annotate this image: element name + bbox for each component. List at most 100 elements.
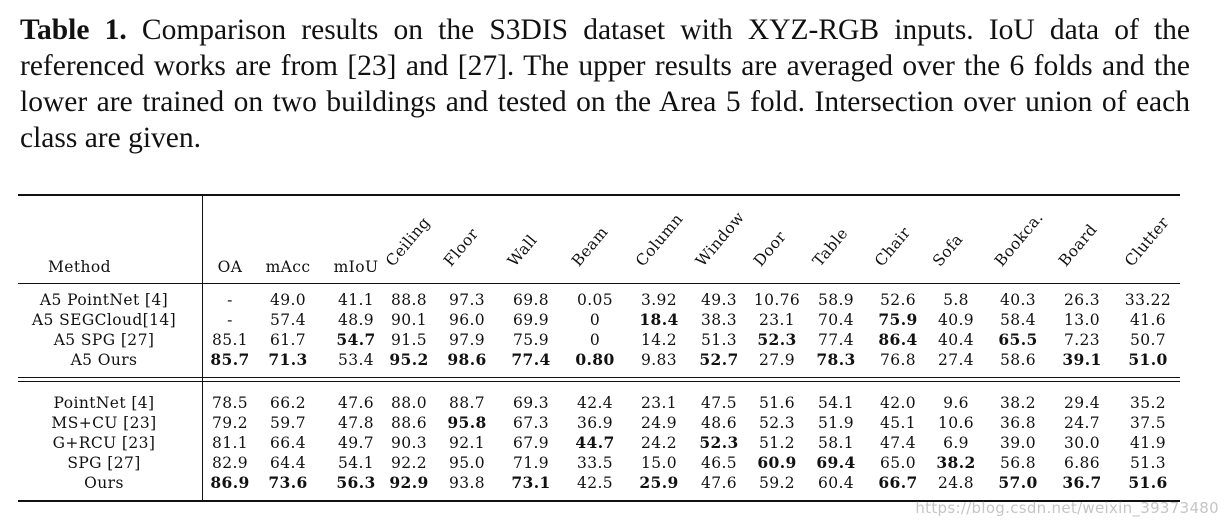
method-cell: Ours — [84, 474, 124, 492]
value-cell: 56.3 — [336, 473, 376, 492]
value-cell: 40.3 — [999, 291, 1037, 309]
value-cell: 59.7 — [269, 414, 307, 432]
value-cell: 86.4 — [878, 330, 918, 349]
value-cell: 71.3 — [268, 350, 308, 369]
value-cell: 51.3 — [1129, 454, 1167, 472]
value-cell: 49.7 — [337, 434, 375, 452]
class-column-header: Door — [750, 227, 790, 270]
caption-text: Comparison results on the S3DIS dataset … — [20, 14, 1190, 154]
value-cell: 90.1 — [390, 311, 428, 329]
value-cell: 3.92 — [640, 291, 678, 309]
value-cell: 7.23 — [1063, 331, 1101, 349]
value-cell: 97.9 — [448, 331, 486, 349]
value-cell: 51.6 — [758, 394, 796, 412]
value-cell: 23.1 — [758, 311, 796, 329]
value-cell: 66.2 — [269, 394, 307, 412]
value-cell: 51.3 — [700, 331, 738, 349]
value-cell: 44.7 — [575, 433, 615, 452]
column-header: mIoU — [333, 258, 379, 276]
value-cell: 39.0 — [999, 434, 1037, 452]
class-column-header: Column — [632, 210, 687, 270]
value-cell: 9.6 — [943, 394, 969, 412]
method-cell: A5 SPG [27] — [53, 331, 155, 349]
value-cell: 42.0 — [879, 394, 917, 412]
class-column-header: Sofa — [929, 230, 967, 270]
value-cell: 45.1 — [879, 414, 917, 432]
top-rule — [18, 194, 1180, 196]
value-cell: 75.9 — [512, 331, 550, 349]
value-cell: 13.0 — [1063, 311, 1101, 329]
value-cell: 6.9 — [943, 434, 969, 452]
value-cell: 58.9 — [817, 291, 855, 309]
value-cell: 51.6 — [1128, 473, 1168, 492]
value-cell: 27.4 — [937, 351, 975, 369]
value-cell: 61.7 — [269, 331, 307, 349]
value-cell: 75.9 — [878, 310, 918, 329]
value-cell: 54.1 — [817, 394, 855, 412]
header-rule — [18, 283, 1180, 284]
method-cell: A5 Ours — [70, 351, 138, 369]
value-cell: 51.9 — [817, 414, 855, 432]
value-cell: 27.9 — [758, 351, 796, 369]
value-cell: 49.3 — [700, 291, 738, 309]
value-cell: 77.4 — [817, 331, 855, 349]
value-cell: 37.5 — [1129, 414, 1167, 432]
class-column-header: Clutter — [1121, 213, 1173, 270]
group-rule-upper — [18, 377, 1180, 378]
value-cell: 42.5 — [576, 474, 614, 492]
class-column-header: Chair — [871, 223, 915, 270]
value-cell: 51.0 — [1128, 350, 1168, 369]
watermark: https://blog.csdn.net/weixin_39373480 — [915, 499, 1219, 517]
value-cell: 18.4 — [639, 310, 679, 329]
value-cell: 57.4 — [269, 311, 307, 329]
value-cell: 48.9 — [337, 311, 375, 329]
caption-label: Table 1. — [20, 14, 127, 46]
value-cell: 73.6 — [268, 473, 308, 492]
value-cell: 88.0 — [390, 394, 428, 412]
value-cell: 36.9 — [576, 414, 614, 432]
value-cell: 9.83 — [640, 351, 678, 369]
value-cell: 26.3 — [1063, 291, 1101, 309]
class-column-header: Board — [1055, 220, 1101, 270]
value-cell: 64.4 — [269, 454, 307, 472]
value-cell: 41.6 — [1129, 311, 1167, 329]
value-cell: 29.4 — [1063, 394, 1101, 412]
value-cell: 88.8 — [390, 291, 428, 309]
value-cell: 47.6 — [337, 394, 375, 412]
value-cell: 10.76 — [753, 291, 801, 309]
value-cell: - — [227, 291, 233, 309]
value-cell: 78.5 — [211, 394, 249, 412]
value-cell: 65.5 — [998, 330, 1038, 349]
value-cell: 85.7 — [210, 350, 250, 369]
value-cell: 38.2 — [936, 453, 976, 472]
method-cell: A5 SEGCloud[14] — [31, 311, 177, 329]
class-column-header: Bookca. — [991, 208, 1047, 270]
value-cell: 23.1 — [640, 394, 678, 412]
value-cell: 60.4 — [817, 474, 855, 492]
value-cell: 85.1 — [211, 331, 249, 349]
method-cell: G+RCU [23] — [52, 434, 156, 452]
value-cell: 88.7 — [448, 394, 486, 412]
value-cell: 50.7 — [1129, 331, 1167, 349]
value-cell: 38.2 — [999, 394, 1037, 412]
value-cell: 71.9 — [512, 454, 550, 472]
value-cell: 58.1 — [817, 434, 855, 452]
value-cell: 66.7 — [878, 473, 918, 492]
table-caption: Table 1. Comparison results on the S3DIS… — [20, 12, 1190, 156]
value-cell: 24.8 — [937, 474, 975, 492]
value-cell: 95.8 — [447, 413, 487, 432]
value-cell: 36.8 — [999, 414, 1037, 432]
value-cell: 0 — [589, 331, 601, 349]
value-cell: 98.6 — [447, 350, 487, 369]
column-header: mAcc — [265, 258, 311, 276]
class-column-header: Ceiling — [382, 213, 434, 270]
value-cell: 96.0 — [448, 311, 486, 329]
value-cell: 15.0 — [640, 454, 678, 472]
value-cell: 57.0 — [998, 473, 1038, 492]
value-cell: 41.1 — [337, 291, 375, 309]
value-cell: 39.1 — [1062, 350, 1102, 369]
value-cell: 79.2 — [211, 414, 249, 432]
value-cell: 5.8 — [943, 291, 969, 309]
value-cell: 66.4 — [269, 434, 307, 452]
